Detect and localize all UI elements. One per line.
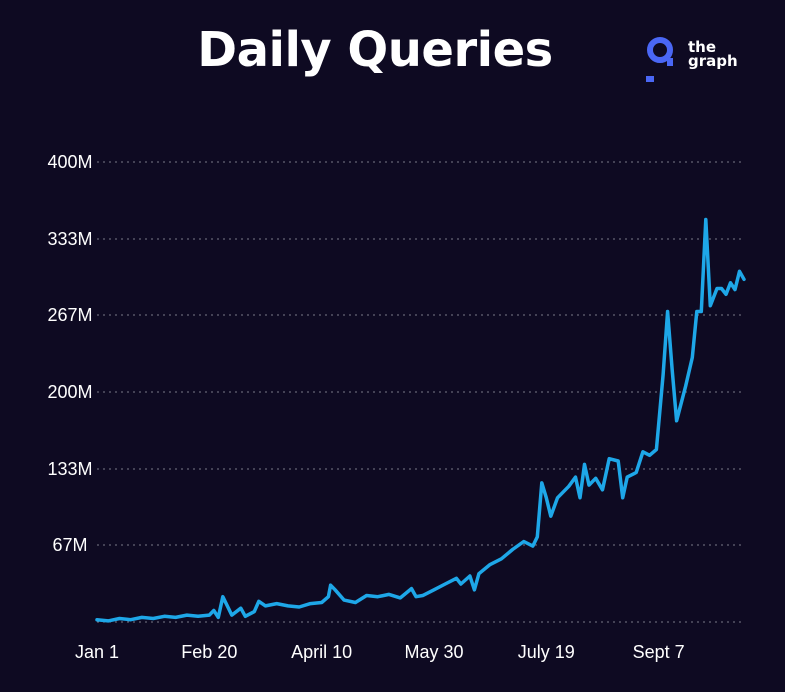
y-tick-label: 267M <box>47 305 92 325</box>
y-tick-label: 200M <box>47 382 92 402</box>
x-tick-label: Feb 20 <box>181 642 237 662</box>
the-graph-logo-text: the graph <box>688 38 738 70</box>
grid-lines <box>97 161 744 623</box>
y-tick-label: 67M <box>52 535 87 555</box>
y-tick-label: 400M <box>47 152 92 172</box>
x-tick-label: Jan 1 <box>75 642 119 662</box>
x-tick-label: May 30 <box>404 642 463 662</box>
the-graph-logo: the graph <box>644 36 754 90</box>
x-tick-label: July 19 <box>518 642 575 662</box>
x-tick-label: April 10 <box>291 642 352 662</box>
series-line-daily-queries <box>95 217 746 623</box>
y-tick-label: 333M <box>47 229 92 249</box>
x-tick-label: Sept 7 <box>633 642 685 662</box>
page-title: Daily Queries <box>197 22 553 78</box>
logo-line-1: the <box>688 38 717 56</box>
y-tick-label: 133M <box>47 459 92 479</box>
x-axis-labels: Jan 1 Feb 20 April 10 May 30 July 19 Sept 7 <box>75 642 685 662</box>
logo-line-2: graph <box>688 52 738 70</box>
y-axis-labels: 400M 333M 267M 200M 133M 67M <box>47 152 92 555</box>
the-graph-logo-icon <box>646 37 673 82</box>
